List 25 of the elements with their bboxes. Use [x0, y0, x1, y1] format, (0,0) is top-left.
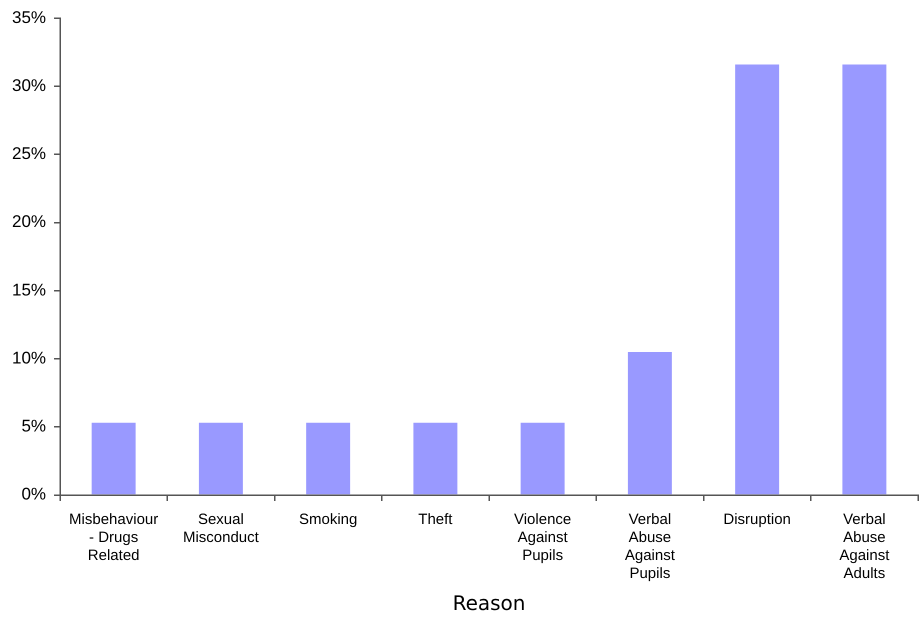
- x-axis-title: Reason: [452, 591, 526, 616]
- x-tick-label: Theft: [418, 511, 454, 528]
- bar: [628, 352, 672, 494]
- bar: [92, 422, 136, 494]
- y-tick-label: 25%: [12, 144, 46, 164]
- bar: [520, 422, 565, 494]
- bar: [735, 64, 780, 494]
- x-tick-label: Violence Against Pupils: [514, 511, 572, 564]
- y-tick-label: 30%: [12, 76, 46, 95]
- x-tick-label: Verbal Abuse Against Adults: [839, 511, 890, 582]
- y-tick-label: 10%: [12, 348, 46, 368]
- y-tick-label: 0%: [21, 484, 46, 504]
- y-tick-label: 5%: [21, 416, 46, 436]
- bar: [306, 422, 350, 494]
- bar: [198, 422, 243, 494]
- x-tick-label: Disruption: [723, 511, 791, 528]
- y-tick-label: 20%: [12, 212, 46, 232]
- x-tick-label: Verbal Abuse Against Pupils: [624, 511, 676, 582]
- bar: [413, 422, 458, 494]
- x-tick-label: Smoking: [298, 511, 358, 528]
- x-tick-label: Misbehaviour - Drugs Related: [69, 511, 158, 564]
- y-tick-label: 15%: [12, 280, 46, 300]
- y-tick-label: 35%: [12, 8, 46, 27]
- bar: [842, 64, 886, 494]
- x-tick-label: Sexual Misconduct: [182, 511, 260, 546]
